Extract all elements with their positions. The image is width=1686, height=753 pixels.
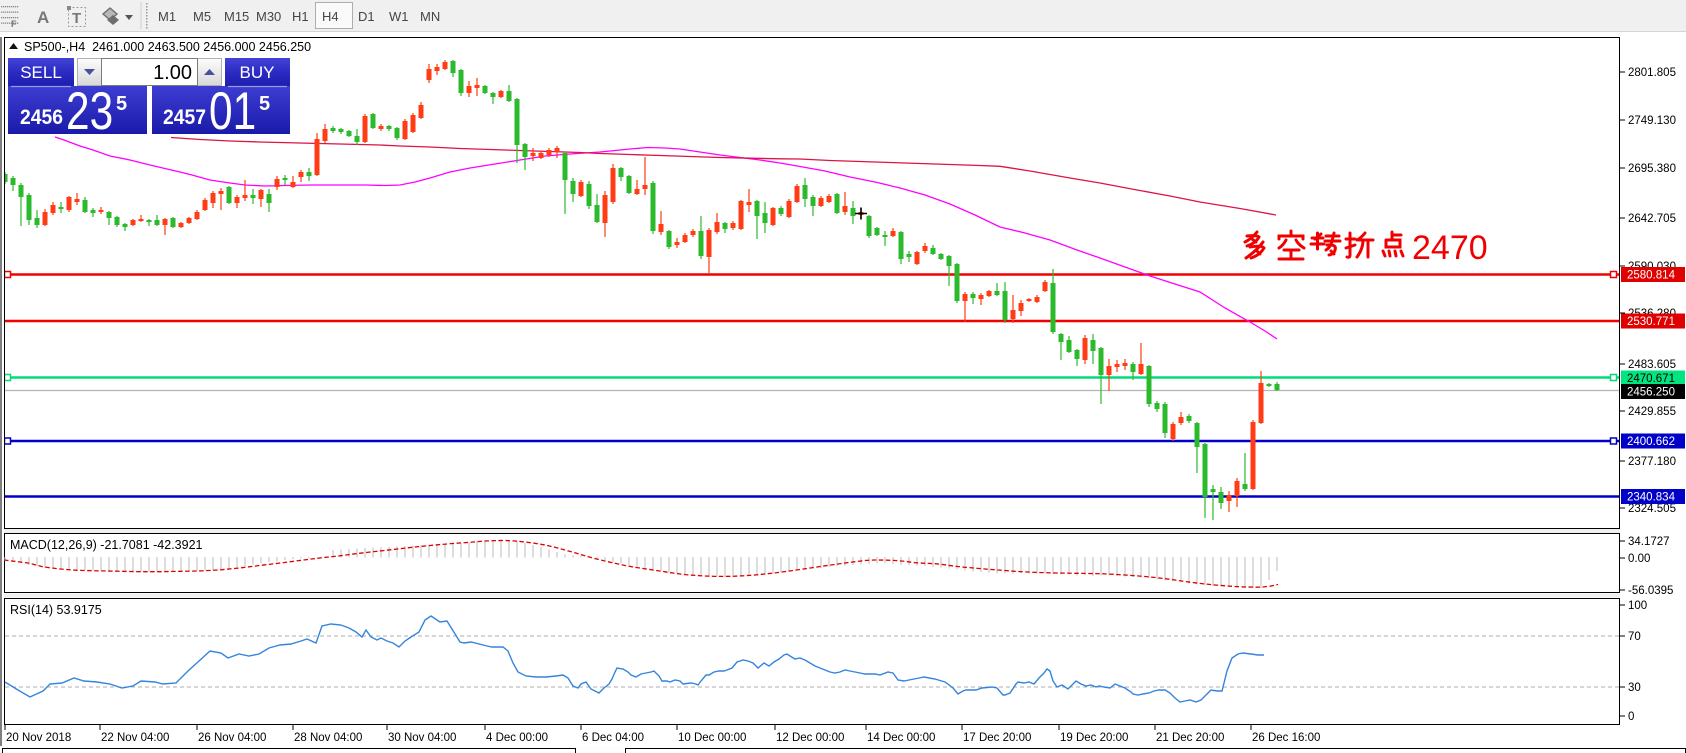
svg-text:M5: M5 <box>193 9 211 24</box>
svg-text:17 Dec 20:00: 17 Dec 20:00 <box>963 732 1031 744</box>
svg-text:M15: M15 <box>224 9 249 24</box>
svg-text:34.1727: 34.1727 <box>1628 536 1670 548</box>
svg-text:26 Dec 16:00: 26 Dec 16:00 <box>1252 732 1320 744</box>
svg-text:F: F <box>11 19 17 29</box>
svg-text:20 Nov 2018: 20 Nov 2018 <box>6 732 71 744</box>
svg-text:2470: 2470 <box>1412 229 1488 267</box>
svg-text:MN: MN <box>420 9 440 24</box>
svg-text:2749.130: 2749.130 <box>1628 115 1676 127</box>
svg-text:26 Nov 04:00: 26 Nov 04:00 <box>198 732 266 744</box>
svg-text:14 Dec 00:00: 14 Dec 00:00 <box>867 732 935 744</box>
svg-text:2324.505: 2324.505 <box>1628 503 1676 515</box>
svg-text:H1: H1 <box>292 9 309 24</box>
svg-text:5: 5 <box>259 93 270 115</box>
svg-text:2483.605: 2483.605 <box>1628 359 1676 371</box>
svg-text:SELL: SELL <box>20 63 62 82</box>
svg-text:0: 0 <box>1628 711 1634 723</box>
svg-text:M30: M30 <box>256 9 281 24</box>
svg-text:H4: H4 <box>322 9 339 24</box>
svg-text:6 Dec 04:00: 6 Dec 04:00 <box>582 732 644 744</box>
svg-text:2470.671: 2470.671 <box>1627 373 1675 385</box>
svg-text:2429.855: 2429.855 <box>1628 406 1676 418</box>
svg-text:2456.250: 2456.250 <box>1627 387 1675 399</box>
svg-text:M1: M1 <box>158 9 176 24</box>
svg-text:12 Dec 00:00: 12 Dec 00:00 <box>776 732 844 744</box>
svg-text:22 Nov 04:00: 22 Nov 04:00 <box>101 732 169 744</box>
svg-text:2456: 2456 <box>20 106 63 129</box>
svg-text:1.00: 1.00 <box>153 62 192 84</box>
svg-text:2530.771: 2530.771 <box>1627 316 1675 328</box>
svg-text:30: 30 <box>1628 682 1641 694</box>
svg-text:28 Nov 04:00: 28 Nov 04:00 <box>294 732 362 744</box>
svg-text:2695.380: 2695.380 <box>1628 163 1676 175</box>
svg-text:2400.662: 2400.662 <box>1627 436 1675 448</box>
svg-text:5: 5 <box>116 93 127 115</box>
svg-text:2377.180: 2377.180 <box>1628 456 1676 468</box>
svg-text:BUY: BUY <box>240 63 275 82</box>
svg-text:01: 01 <box>209 83 256 142</box>
svg-text:4 Dec 00:00: 4 Dec 00:00 <box>486 732 548 744</box>
svg-text:RSI(14) 53.9175: RSI(14) 53.9175 <box>10 603 102 617</box>
svg-text:10 Dec 00:00: 10 Dec 00:00 <box>678 732 746 744</box>
svg-text:D1: D1 <box>358 9 375 24</box>
svg-text:70: 70 <box>1628 631 1641 643</box>
svg-text:23: 23 <box>66 83 113 142</box>
svg-text:30 Nov 04:00: 30 Nov 04:00 <box>388 732 456 744</box>
svg-text:MACD(12,26,9) -21.7081 -42.392: MACD(12,26,9) -21.7081 -42.3921 <box>10 538 203 552</box>
svg-text:0.00: 0.00 <box>1628 553 1650 565</box>
svg-text:2340.834: 2340.834 <box>1627 492 1676 504</box>
svg-text:2580.814: 2580.814 <box>1627 270 1676 282</box>
svg-text:-56.0395: -56.0395 <box>1628 585 1673 597</box>
svg-text:21 Dec 20:00: 21 Dec 20:00 <box>1156 732 1224 744</box>
svg-text:19 Dec 20:00: 19 Dec 20:00 <box>1060 732 1128 744</box>
svg-text:A: A <box>37 8 49 27</box>
svg-text:SP500-,H4 2461.000 2463.500 2: SP500-,H4 2461.000 2463.500 2456.000 245… <box>24 40 311 54</box>
svg-text:T: T <box>72 10 81 27</box>
svg-text:100: 100 <box>1628 600 1647 612</box>
svg-text:2642.705: 2642.705 <box>1628 213 1676 225</box>
svg-text:W1: W1 <box>389 9 409 24</box>
svg-text:2457: 2457 <box>163 106 206 129</box>
svg-text:2801.805: 2801.805 <box>1628 67 1676 79</box>
